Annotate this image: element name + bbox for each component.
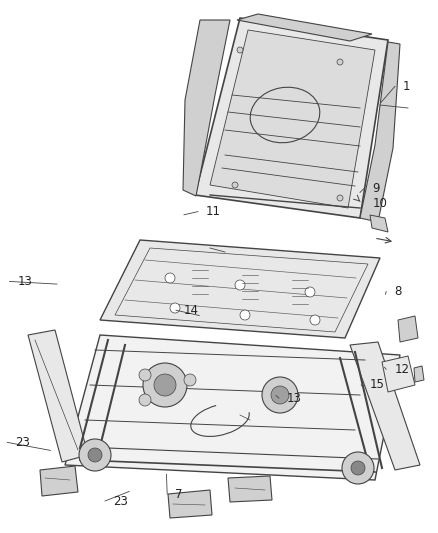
Circle shape [337,195,343,201]
Circle shape [271,386,289,404]
Text: 10: 10 [372,197,387,210]
Polygon shape [100,240,380,338]
Circle shape [337,59,343,65]
Text: 23: 23 [15,436,30,449]
Circle shape [184,374,196,386]
Text: 12: 12 [394,363,409,376]
Text: 13: 13 [287,392,302,405]
Text: 11: 11 [206,205,221,218]
Circle shape [305,287,315,297]
Polygon shape [40,466,78,496]
Circle shape [143,363,187,407]
Circle shape [351,461,365,475]
Polygon shape [398,316,418,342]
Polygon shape [28,330,88,462]
Text: 23: 23 [113,495,128,507]
Polygon shape [228,476,272,502]
Circle shape [262,377,298,413]
Circle shape [139,369,151,381]
Polygon shape [382,356,415,392]
Circle shape [170,303,180,313]
Text: 15: 15 [369,378,384,391]
Polygon shape [414,366,424,382]
Polygon shape [65,335,400,480]
Circle shape [235,280,245,290]
Polygon shape [195,18,388,218]
Circle shape [237,47,243,53]
Polygon shape [210,30,375,208]
Polygon shape [237,14,372,41]
Circle shape [240,310,250,320]
Circle shape [342,452,374,484]
Circle shape [139,394,151,406]
Circle shape [310,315,320,325]
Text: 14: 14 [184,304,199,317]
Circle shape [232,182,238,188]
Circle shape [154,374,176,396]
Text: 13: 13 [18,275,32,288]
Polygon shape [360,42,400,222]
Text: 1: 1 [403,80,410,93]
Circle shape [79,439,111,471]
Polygon shape [370,215,388,232]
Text: 7: 7 [175,488,183,500]
Text: 8: 8 [394,285,402,298]
Polygon shape [168,490,212,518]
Text: 9: 9 [372,182,380,195]
Circle shape [88,448,102,462]
Polygon shape [350,342,420,470]
Polygon shape [183,20,230,196]
Circle shape [165,273,175,283]
